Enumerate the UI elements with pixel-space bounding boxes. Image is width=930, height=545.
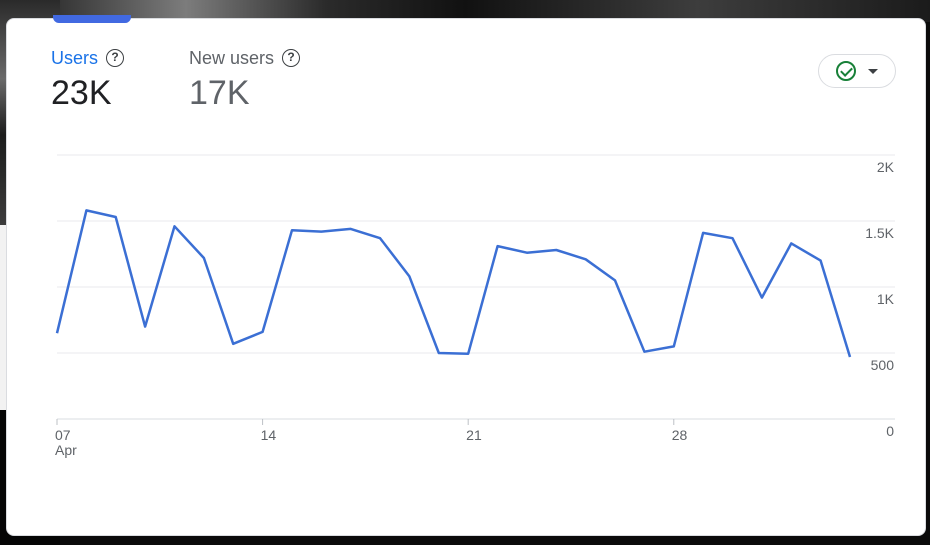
data-point xyxy=(142,324,148,330)
comparison-dropdown-button[interactable] xyxy=(818,54,896,88)
data-point xyxy=(818,258,824,264)
metric-label-new-users: New users xyxy=(189,48,275,68)
x-tick-sublabel: Apr xyxy=(55,442,77,458)
data-point xyxy=(201,255,207,261)
data-point xyxy=(171,223,177,229)
data-point xyxy=(348,226,354,232)
x-tick-label: 28 xyxy=(672,427,688,443)
active-metric-indicator xyxy=(53,15,131,23)
background-photo-top xyxy=(0,0,930,22)
data-point xyxy=(671,343,677,349)
data-point xyxy=(759,295,765,301)
data-point xyxy=(318,229,324,235)
data-point xyxy=(612,277,618,283)
users-overview-card: Users ? 23K New users ? 17K 2K 1.5K 1K 500 0… xyxy=(6,15,926,536)
y-tick-label: 2K xyxy=(877,159,895,175)
check-circle-icon xyxy=(836,61,856,81)
data-point xyxy=(788,240,794,246)
caret-down-icon xyxy=(868,68,878,74)
metric-value-users: 23K xyxy=(51,74,112,112)
data-point xyxy=(524,250,530,256)
x-tick-label: 07 xyxy=(55,427,71,443)
y-tick-label: 500 xyxy=(871,357,895,373)
data-point xyxy=(495,243,501,249)
metric-value-new-users: 17K xyxy=(189,74,250,112)
data-point xyxy=(54,330,60,336)
data-point xyxy=(260,329,266,335)
data-point xyxy=(583,256,589,262)
data-point xyxy=(436,350,442,356)
data-point xyxy=(83,207,89,213)
data-point xyxy=(730,235,736,241)
y-tick-label: 1K xyxy=(877,291,895,307)
x-tick-label: 14 xyxy=(261,427,277,443)
x-tick-label: 21 xyxy=(466,427,482,443)
data-point xyxy=(847,354,853,360)
data-point xyxy=(113,214,119,220)
help-icon[interactable]: ? xyxy=(106,49,125,67)
data-point xyxy=(641,349,647,355)
y-tick-label: 0 xyxy=(886,423,894,439)
metric-tab-users[interactable]: Users ? 23K xyxy=(51,47,125,113)
help-icon[interactable]: ? xyxy=(282,49,301,67)
metric-label-users: Users xyxy=(51,48,99,68)
data-point xyxy=(700,230,706,236)
metric-tab-new-users[interactable]: New users ? 17K xyxy=(189,47,301,113)
data-point xyxy=(377,235,383,241)
data-point xyxy=(230,341,236,347)
users-series-line xyxy=(55,209,852,358)
data-point xyxy=(465,351,471,357)
data-point xyxy=(553,247,559,253)
data-point xyxy=(406,273,412,279)
data-point xyxy=(289,227,295,233)
y-tick-label: 1.5K xyxy=(865,225,894,241)
